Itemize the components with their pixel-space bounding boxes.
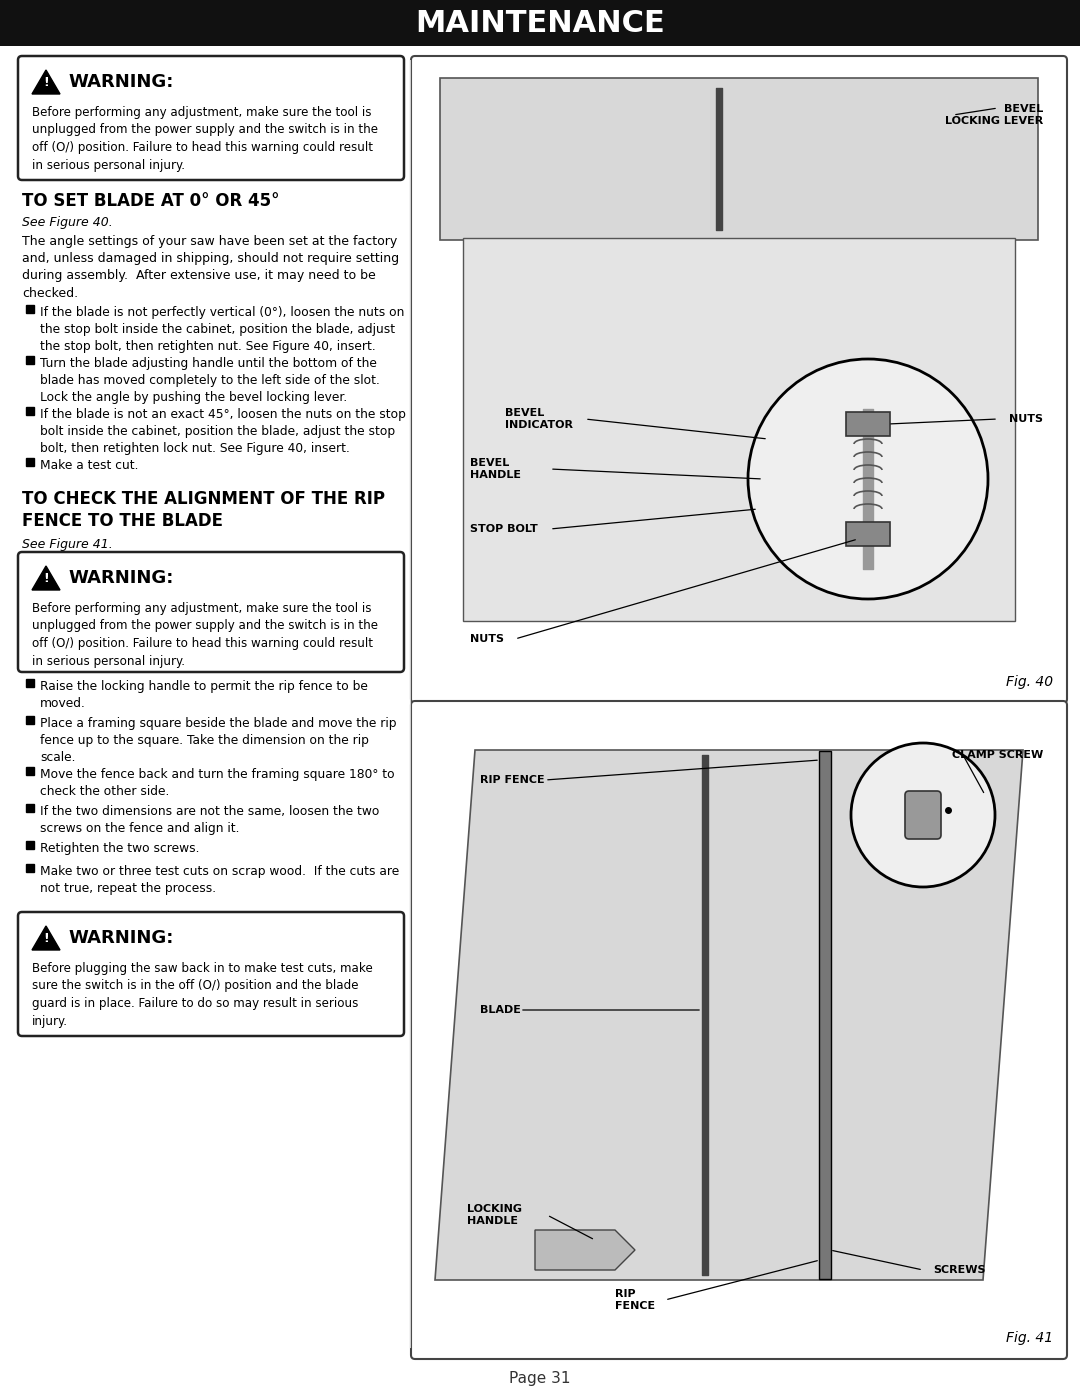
FancyBboxPatch shape: [26, 356, 33, 365]
Circle shape: [851, 743, 995, 887]
FancyBboxPatch shape: [26, 805, 33, 812]
FancyBboxPatch shape: [26, 841, 33, 849]
Text: Fig. 40: Fig. 40: [1005, 675, 1053, 689]
Text: Before plugging the saw back in to make test cuts, make
sure the switch is in th: Before plugging the saw back in to make …: [32, 963, 373, 1028]
Text: NUTS: NUTS: [1009, 414, 1043, 425]
Text: Fig. 41: Fig. 41: [1005, 1331, 1053, 1345]
Polygon shape: [32, 566, 60, 590]
Text: Make a test cut.: Make a test cut.: [40, 460, 138, 472]
Text: WARNING:: WARNING:: [68, 569, 174, 587]
Text: !: !: [43, 77, 49, 89]
Polygon shape: [32, 70, 60, 94]
Text: FENCE TO THE BLADE: FENCE TO THE BLADE: [22, 511, 222, 529]
Text: !: !: [43, 933, 49, 946]
Text: Place a framing square beside the blade and move the rip
fence up to the square.: Place a framing square beside the blade …: [40, 717, 396, 764]
FancyBboxPatch shape: [463, 237, 1015, 622]
Text: See Figure 41.: See Figure 41.: [22, 538, 112, 550]
Text: BLADE: BLADE: [480, 1004, 521, 1016]
Text: Move the fence back and turn the framing square 180° to
check the other side.: Move the fence back and turn the framing…: [40, 768, 394, 798]
Text: Raise the locking handle to permit the rip fence to be
moved.: Raise the locking handle to permit the r…: [40, 680, 368, 710]
Text: WARNING:: WARNING:: [68, 929, 174, 947]
Polygon shape: [435, 750, 1023, 1280]
FancyBboxPatch shape: [26, 458, 33, 467]
Text: STOP BOLT: STOP BOLT: [470, 524, 538, 534]
FancyBboxPatch shape: [0, 0, 1080, 46]
Text: The angle settings of your saw have been set at the factory
and, unless damaged : The angle settings of your saw have been…: [22, 235, 400, 299]
Polygon shape: [535, 1229, 635, 1270]
Text: TO CHECK THE ALIGNMENT OF THE RIP: TO CHECK THE ALIGNMENT OF THE RIP: [22, 490, 384, 509]
Text: RIP FENCE: RIP FENCE: [480, 775, 544, 785]
FancyBboxPatch shape: [846, 522, 890, 546]
FancyBboxPatch shape: [411, 701, 1067, 1359]
FancyBboxPatch shape: [26, 717, 33, 724]
Text: BEVEL
INDICATOR: BEVEL INDICATOR: [505, 408, 573, 430]
FancyBboxPatch shape: [26, 863, 33, 872]
Text: BEVEL
HANDLE: BEVEL HANDLE: [470, 458, 521, 479]
Text: Make two or three test cuts on scrap wood.  If the cuts are
not true, repeat the: Make two or three test cuts on scrap woo…: [40, 865, 400, 895]
Text: Before performing any adjustment, make sure the tool is
unplugged from the power: Before performing any adjustment, make s…: [32, 106, 378, 172]
FancyBboxPatch shape: [905, 791, 941, 840]
FancyBboxPatch shape: [26, 679, 33, 687]
Text: If the blade is not an exact 45°, loosen the nuts on the stop
bolt inside the ca: If the blade is not an exact 45°, loosen…: [40, 408, 406, 454]
Text: SCREWS: SCREWS: [933, 1266, 986, 1275]
FancyBboxPatch shape: [26, 767, 33, 775]
Polygon shape: [32, 926, 60, 950]
Text: Retighten the two screws.: Retighten the two screws.: [40, 842, 200, 855]
FancyBboxPatch shape: [819, 752, 831, 1280]
Text: WARNING:: WARNING:: [68, 73, 174, 91]
Circle shape: [748, 359, 988, 599]
FancyBboxPatch shape: [846, 412, 890, 436]
Text: Turn the blade adjusting handle until the bottom of the
blade has moved complete: Turn the blade adjusting handle until th…: [40, 358, 380, 404]
Text: LOCKING
HANDLE: LOCKING HANDLE: [467, 1204, 522, 1225]
Text: MAINTENANCE: MAINTENANCE: [415, 8, 665, 38]
Text: BEVEL
LOCKING LEVER: BEVEL LOCKING LEVER: [945, 105, 1043, 126]
Text: If the blade is not perfectly vertical (0°), loosen the nuts on
the stop bolt in: If the blade is not perfectly vertical (…: [40, 306, 404, 352]
Text: RIP
FENCE: RIP FENCE: [615, 1289, 656, 1310]
Text: Before performing any adjustment, make sure the tool is
unplugged from the power: Before performing any adjustment, make s…: [32, 602, 378, 668]
FancyBboxPatch shape: [26, 407, 33, 415]
FancyBboxPatch shape: [18, 56, 404, 180]
Text: !: !: [43, 573, 49, 585]
Text: Page 31: Page 31: [510, 1372, 570, 1386]
Text: NUTS: NUTS: [470, 634, 504, 644]
FancyBboxPatch shape: [18, 552, 404, 672]
Text: If the two dimensions are not the same, loosen the two
screws on the fence and a: If the two dimensions are not the same, …: [40, 805, 379, 835]
Text: CLAMP SCREW: CLAMP SCREW: [951, 750, 1043, 760]
FancyBboxPatch shape: [18, 912, 404, 1037]
Text: TO SET BLADE AT 0° OR 45°: TO SET BLADE AT 0° OR 45°: [22, 191, 280, 210]
Polygon shape: [440, 78, 1038, 240]
Text: See Figure 40.: See Figure 40.: [22, 217, 112, 229]
FancyBboxPatch shape: [26, 305, 33, 313]
FancyBboxPatch shape: [411, 56, 1067, 703]
